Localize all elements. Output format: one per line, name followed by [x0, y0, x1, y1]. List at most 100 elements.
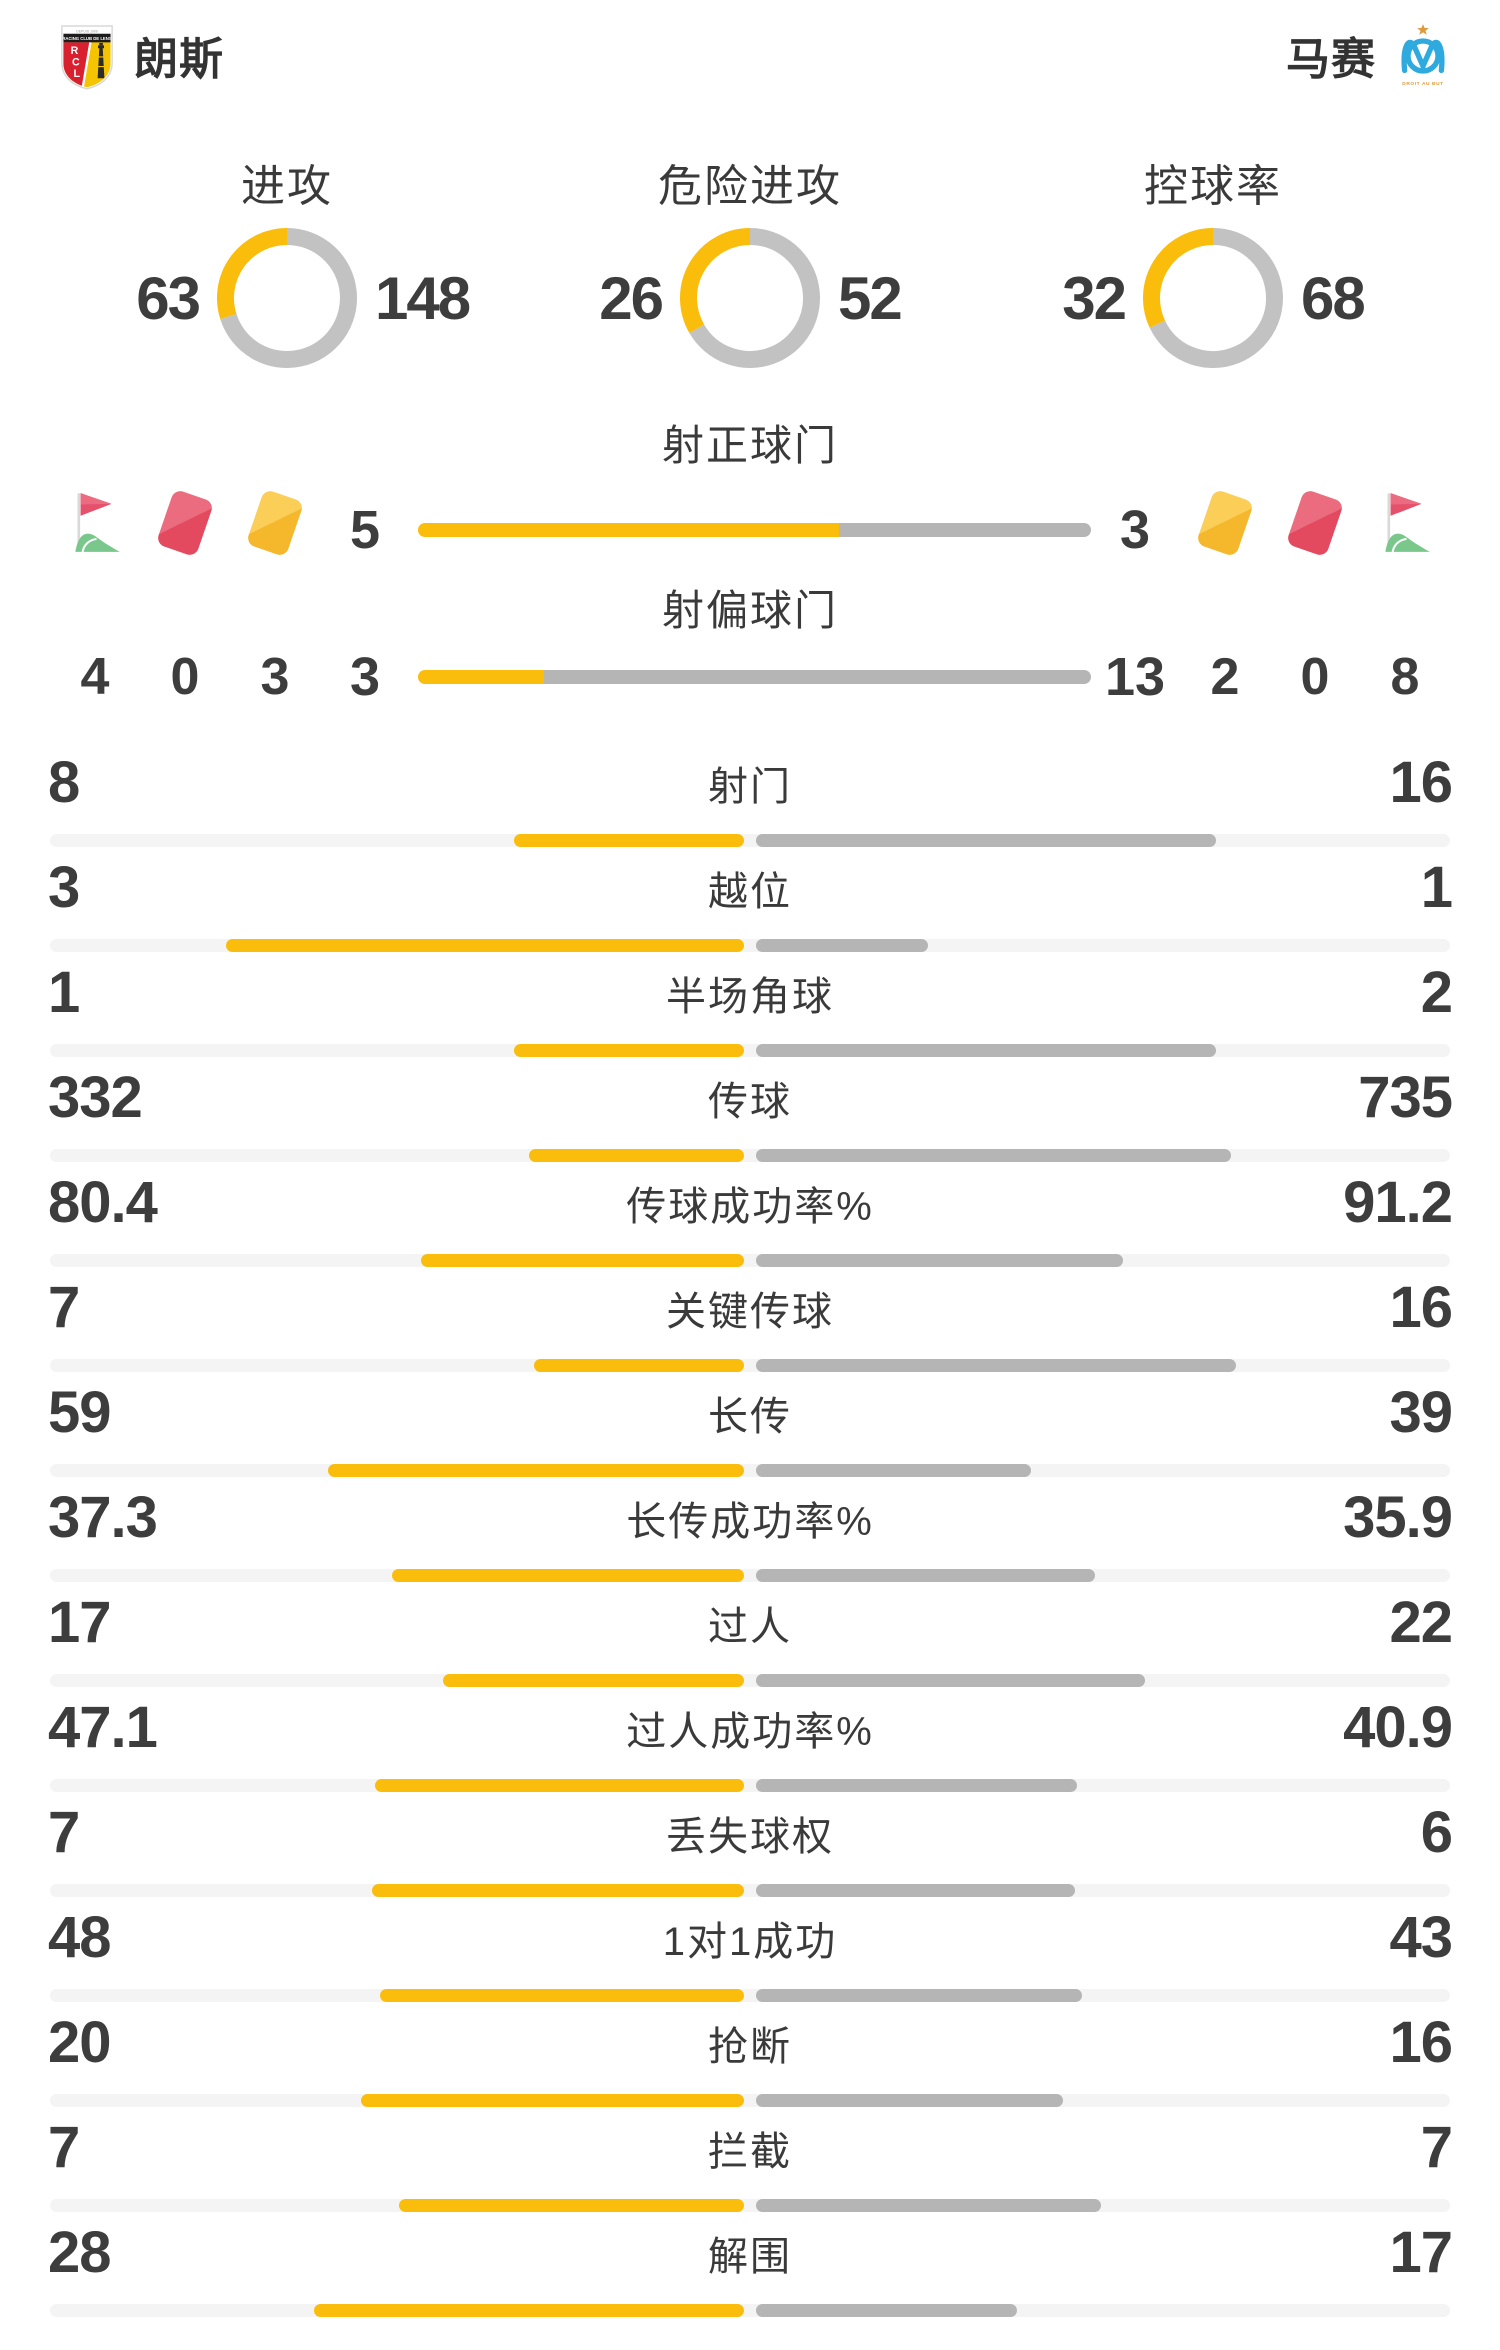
stat-row-top: 7 拦截 7	[0, 2115, 1500, 2181]
stat-bar-track	[50, 1044, 1450, 1057]
stat-label: 传球	[708, 1080, 792, 1124]
svg-text:R: R	[71, 45, 79, 57]
stat-label: 解围	[708, 2235, 792, 2279]
stat-row: 7 关键传球 16	[0, 1275, 1500, 1380]
home-bar	[380, 1989, 744, 2002]
stat-away-value: 2	[1420, 960, 1453, 1025]
stat-row: 37.3 长传成功率% 35.9	[0, 1485, 1500, 1590]
away-team[interactable]: 马赛 DROIT AU BUT	[1286, 22, 1452, 88]
away-team-logo: DROIT AU BUT	[1401, 24, 1445, 87]
stat-home-value: 1	[48, 960, 80, 1025]
home-team-name: 朗斯	[134, 35, 224, 84]
home-bar	[360, 2094, 744, 2107]
away-bar	[756, 1359, 1237, 1372]
stat-bar-track	[50, 1464, 1450, 1477]
away-corners-count: 8	[1390, 648, 1420, 706]
home-bar-segment	[418, 523, 839, 537]
away-bar	[756, 1464, 1031, 1477]
stat-label: 丢失球权	[666, 1815, 834, 1859]
stat-away-value: 7	[1420, 2115, 1453, 2180]
stat-row-top: 3 越位 1	[0, 855, 1500, 921]
stat-away-value: 22	[1389, 1590, 1453, 1655]
svg-text:DROIT AU BUT: DROIT AU BUT	[1402, 81, 1443, 87]
stat-row-top: 28 解围 17	[0, 2220, 1500, 2286]
stat-row: 7 拦截 7	[0, 2115, 1500, 2220]
stat-home-value: 47.1	[48, 1695, 158, 1760]
stat-bar-track	[50, 2304, 1450, 2317]
stat-row: 47.1 过人成功率% 40.9	[0, 1695, 1500, 1800]
stat-row-top: 1 半场角球 2	[0, 960, 1500, 1026]
away-bar	[756, 1674, 1146, 1687]
header: DEPUIS 1906 RACING CLUB DE LENS R C L 朗	[0, 0, 1500, 90]
shots-off-target-row: 4 0 3 3 13 2 0 8	[0, 638, 1500, 716]
stat-row: 1 半场角球 2	[0, 960, 1500, 1065]
home-team[interactable]: DEPUIS 1906 RACING CLUB DE LENS R C L 朗	[58, 18, 224, 92]
stat-bar-track	[50, 1254, 1450, 1267]
stat-away-value: 43	[1389, 1905, 1453, 1970]
stat-away-value: 39	[1389, 1380, 1453, 1445]
stat-home-value: 3	[48, 855, 80, 920]
stat-away-value: 16	[1389, 750, 1453, 815]
stat-home-value: 7	[48, 1275, 80, 1340]
away-discipline-icons	[1194, 481, 1436, 565]
home-bar	[513, 834, 744, 847]
stat-row-top: 47.1 过人成功率% 40.9	[0, 1695, 1500, 1761]
away-bar-segment	[838, 523, 1091, 537]
stat-label: 拦截	[708, 2130, 792, 2174]
donut-away-value: 148	[375, 264, 471, 332]
away-bar	[756, 1779, 1077, 1792]
stat-row: 80.4 传球成功率% 91.2	[0, 1170, 1500, 1275]
home-bar	[226, 939, 744, 952]
home-corners-count: 4	[80, 648, 110, 706]
stat-bar-track	[50, 939, 1450, 952]
donut-stat: 控球率 32 68	[998, 150, 1428, 368]
home-corner-cell	[64, 481, 126, 565]
stat-row: 332 传球 735	[0, 1065, 1500, 1170]
home-bar	[392, 1569, 744, 1582]
away-yellow-card-cell	[1194, 481, 1256, 565]
stat-row: 17 过人 22	[0, 1590, 1500, 1695]
stat-away-value: 91.2	[1343, 1170, 1453, 1235]
stat-home-value: 20	[48, 2010, 112, 2075]
away-bar	[756, 834, 1217, 847]
stat-row: 20 抢断 16	[0, 2010, 1500, 2115]
stat-bar-track	[50, 1989, 1450, 2002]
stat-row: 7 丢失球权 6	[0, 1800, 1500, 1905]
svg-text:RACING CLUB DE LENS: RACING CLUB DE LENS	[62, 36, 112, 41]
stat-row-top: 7 丢失球权 6	[0, 1800, 1500, 1866]
away-corner-cell	[1374, 481, 1436, 565]
stat-label: 长传成功率%	[626, 1500, 874, 1544]
stat-away-value: 17	[1389, 2220, 1453, 2285]
donut-chart	[217, 228, 357, 368]
home-bar	[372, 1884, 744, 1897]
stat-row-top: 59 长传 39	[0, 1380, 1500, 1446]
away-discipline-counts: 2 0 8	[1194, 638, 1436, 716]
donut-body: 26 52	[566, 228, 934, 368]
stat-bar-track	[50, 834, 1450, 847]
stat-bar-track	[50, 1779, 1450, 1792]
stat-home-value: 37.3	[48, 1485, 158, 1550]
shots-on-target-bar	[418, 523, 1091, 537]
donut-home-value: 32	[1062, 264, 1127, 332]
stat-label: 1对1成功	[662, 1920, 838, 1964]
away-bar	[756, 1569, 1095, 1582]
away-bar	[756, 2199, 1102, 2212]
donut-home-value: 63	[136, 264, 201, 332]
stat-row-top: 37.3 长传成功率% 35.9	[0, 1485, 1500, 1551]
shots-on-target-away: 3	[1119, 500, 1151, 560]
stat-away-value: 40.9	[1343, 1695, 1453, 1760]
donut-away-value: 68	[1301, 264, 1366, 332]
corner-flag-icon	[1385, 493, 1430, 553]
shots-section: 射正球门 5	[0, 412, 1500, 716]
stat-bar-track	[50, 1569, 1450, 1582]
stat-label: 抢断	[708, 2025, 792, 2069]
donut-stat: 危险进攻 26 52	[535, 150, 965, 368]
stat-bar-track	[50, 1884, 1450, 1897]
shots-on-target-home: 5	[349, 500, 381, 560]
donut-stat: 进攻 63 148	[72, 150, 502, 368]
stat-label: 关键传球	[666, 1290, 834, 1334]
stat-home-value: 17	[48, 1590, 112, 1655]
stat-row: 59 长传 39	[0, 1380, 1500, 1485]
stat-row: 8 射门 16	[0, 750, 1500, 855]
stat-label: 长传	[708, 1395, 792, 1439]
